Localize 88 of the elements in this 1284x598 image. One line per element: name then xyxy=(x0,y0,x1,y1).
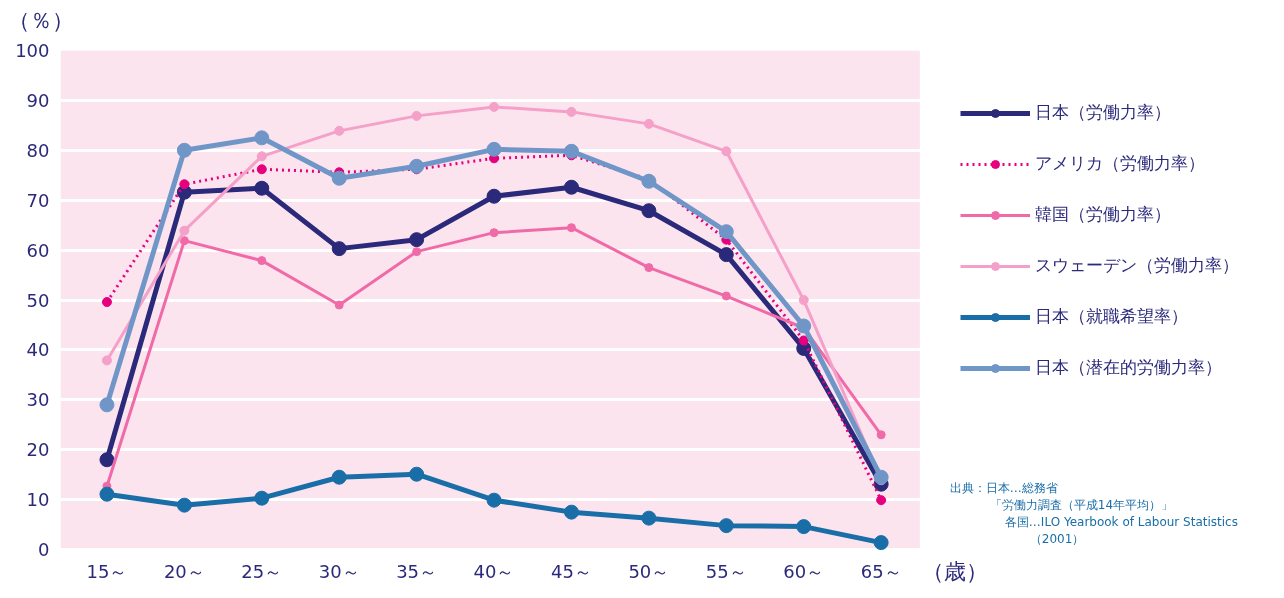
point xyxy=(796,519,812,535)
point xyxy=(718,518,734,534)
point xyxy=(798,295,809,306)
point xyxy=(331,170,347,186)
point xyxy=(643,118,654,129)
x-tick-label: 45～ xyxy=(551,560,592,582)
point xyxy=(101,355,112,366)
point xyxy=(641,173,657,189)
point xyxy=(256,164,267,175)
point xyxy=(644,263,654,273)
point xyxy=(486,141,502,157)
point xyxy=(876,430,886,440)
y-tick-label: 90 xyxy=(26,89,50,111)
x-tick-label: 60～ xyxy=(783,560,825,582)
point xyxy=(256,151,267,162)
x-tick-label: 65～ xyxy=(860,560,902,582)
point xyxy=(411,110,422,121)
y-tick-label: 70 xyxy=(26,189,50,211)
x-tick-label: 35～ xyxy=(396,560,438,582)
point xyxy=(721,291,731,301)
point xyxy=(176,497,192,513)
point xyxy=(409,232,425,248)
point xyxy=(99,486,115,502)
y-tick-label: 80 xyxy=(26,139,50,161)
legend-label: スウェーデン（労働力率） xyxy=(1035,254,1239,277)
point xyxy=(409,466,425,482)
point xyxy=(566,223,576,233)
point xyxy=(409,158,425,174)
x-tick-label: 40～ xyxy=(473,560,515,582)
point xyxy=(798,335,809,346)
point xyxy=(873,535,889,551)
legend-label: 日本（就職希望率） xyxy=(1035,305,1188,328)
point xyxy=(331,469,347,485)
point xyxy=(179,236,189,246)
y-tick-label: 10 xyxy=(26,489,50,511)
point xyxy=(563,143,579,159)
x-tick-label: 20～ xyxy=(163,560,205,582)
x-axis-title: （歳） xyxy=(921,558,988,584)
x-tick-label: 30～ xyxy=(318,560,360,582)
point xyxy=(489,101,500,112)
x-tick-label: 55～ xyxy=(705,560,747,582)
point xyxy=(566,106,577,117)
point xyxy=(412,247,422,257)
point xyxy=(254,130,270,146)
point xyxy=(179,179,190,190)
point xyxy=(563,179,579,195)
point xyxy=(257,256,267,266)
legend-label: アメリカ（労働力率） xyxy=(1035,152,1205,175)
point xyxy=(489,228,499,238)
x-tick-label: 50～ xyxy=(628,560,670,582)
x-tick-label: 15～ xyxy=(86,560,128,582)
point xyxy=(254,490,270,506)
y-tick-label: 30 xyxy=(26,389,50,411)
text: 各国…ILO Yearbook of Labour Statistics xyxy=(1004,514,1238,529)
point xyxy=(179,225,190,236)
text: （2001） xyxy=(1029,531,1085,546)
point xyxy=(641,203,657,219)
point xyxy=(101,297,112,308)
point xyxy=(99,452,115,468)
y-axis-title: （％） xyxy=(8,7,74,35)
text: 「労働力調査（平成14年平均）」 xyxy=(989,497,1174,512)
source-note: 出典：日本…総務省 xyxy=(949,480,1058,495)
y-tick-label: 60 xyxy=(26,239,50,261)
point xyxy=(718,224,734,240)
y-tick-label: 0 xyxy=(38,539,50,561)
point xyxy=(254,180,270,196)
point xyxy=(176,142,192,158)
point xyxy=(99,397,115,413)
point xyxy=(334,125,345,136)
y-tick-label: 100 xyxy=(15,40,50,61)
legend-label: 日本（労働力率） xyxy=(1035,101,1171,124)
point xyxy=(641,510,657,526)
x-tick-label: 25～ xyxy=(241,560,283,582)
point xyxy=(486,188,502,204)
y-tick-label: 40 xyxy=(26,339,50,361)
point xyxy=(796,318,812,334)
y-tick-label: 20 xyxy=(26,439,50,461)
legend-label: 韓国（労働力率） xyxy=(1035,203,1171,226)
point xyxy=(331,241,347,257)
point xyxy=(873,469,889,485)
point xyxy=(721,146,732,157)
point xyxy=(334,300,344,310)
point xyxy=(718,247,734,263)
point xyxy=(876,495,887,506)
legend-label: 日本（潜在的労働力率） xyxy=(1035,356,1222,379)
point xyxy=(486,492,502,508)
point xyxy=(563,504,579,520)
y-tick-label: 50 xyxy=(26,289,50,311)
